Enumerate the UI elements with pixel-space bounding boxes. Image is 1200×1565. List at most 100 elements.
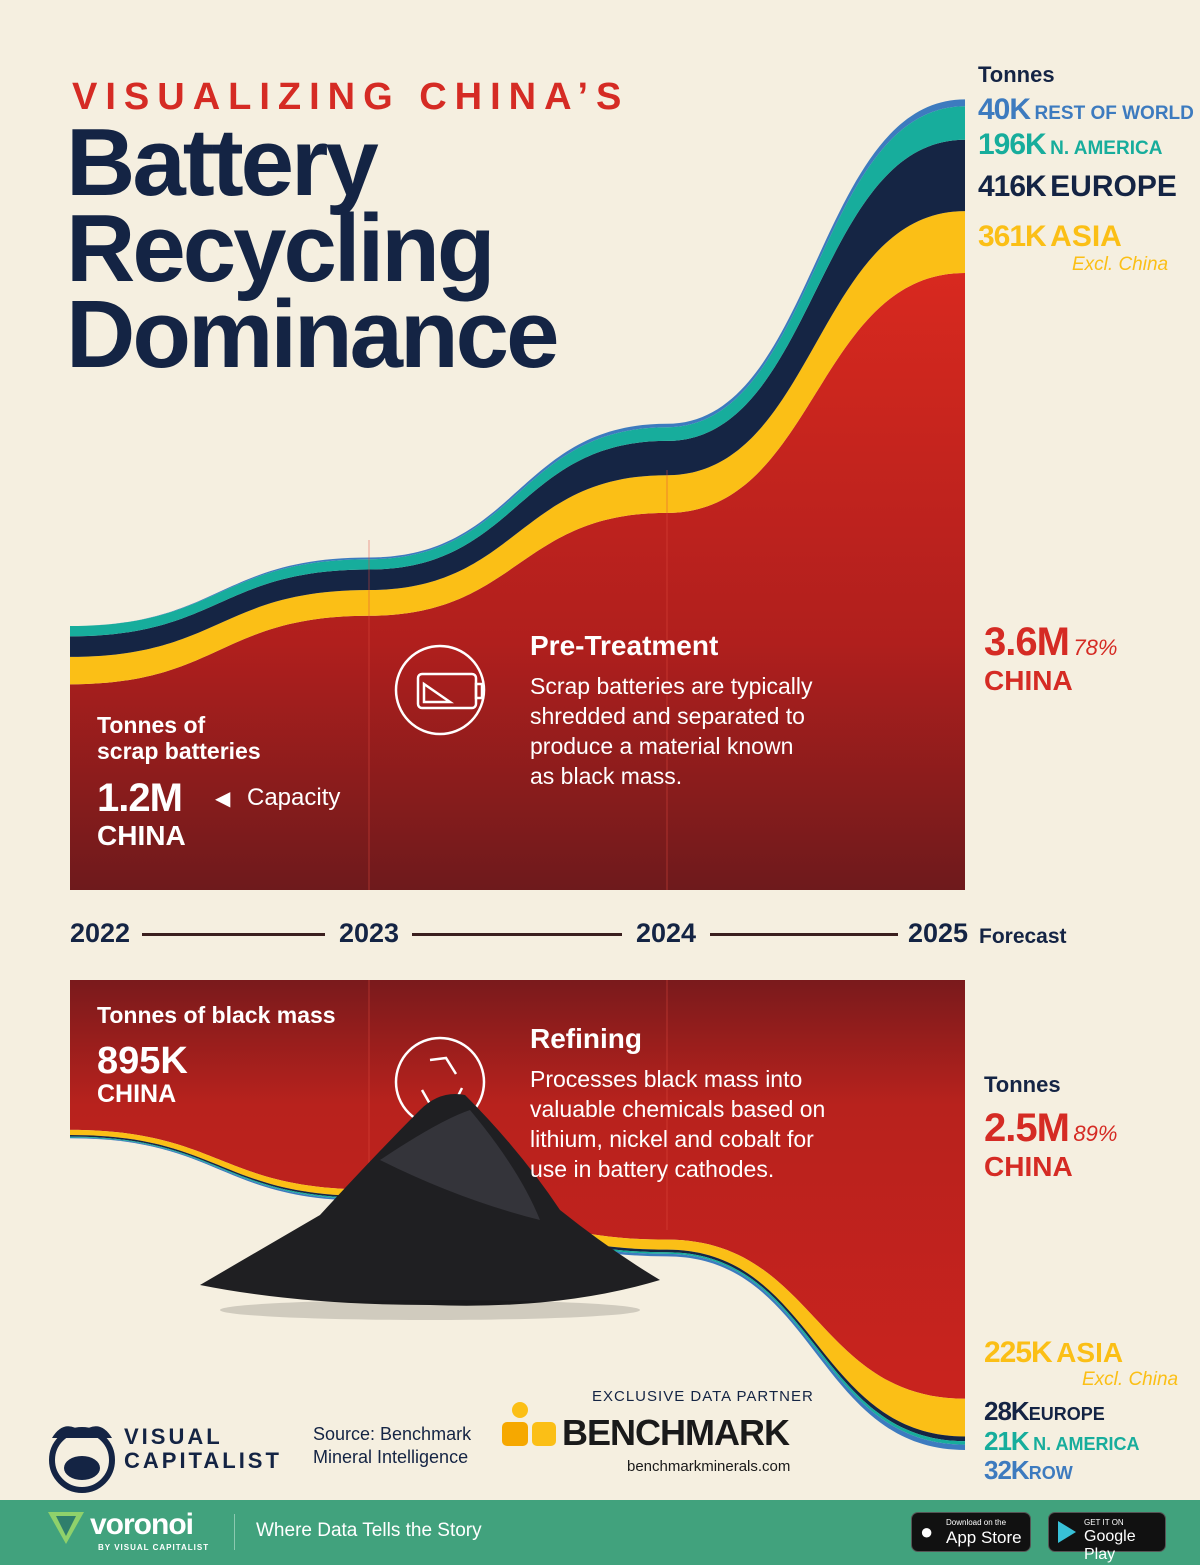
area-china (70, 272, 965, 890)
label: N. AMERICA (1033, 1434, 1140, 1454)
kicker: VISUALIZING CHINA’S (72, 76, 630, 118)
value: 361K (978, 220, 1047, 253)
year-label: 2022 (70, 918, 131, 948)
divider (234, 1514, 235, 1550)
title-line: Dominance (66, 281, 559, 388)
area-asia-excl-china (70, 211, 965, 685)
legend-asia: 361K ASIA (978, 220, 1122, 254)
line: lithium, nickel and cobalt for (530, 1126, 814, 1152)
line: shredded and separated to (530, 703, 805, 729)
area-rest-of-world (70, 99, 965, 627)
legend-asia-note: Excl. China (1072, 254, 1169, 275)
arrow-left-icon: ◀ (215, 788, 231, 810)
label: ASIA (1050, 220, 1122, 253)
line: as black mass. (530, 763, 683, 789)
stacked-area-charts (70, 99, 965, 1451)
line: VISUAL (124, 1424, 223, 1449)
refining-body: Processes black mass into valuable chemic… (530, 1064, 825, 1184)
legend-na: 196K N. AMERICA (978, 128, 1162, 162)
timeline-line (412, 933, 622, 936)
apple-icon: ● (920, 1519, 934, 1544)
voronoi-sub: BY VISUAL CAPITALIST (98, 1543, 210, 1552)
area-n-america (70, 1136, 965, 1445)
line: Download on the (946, 1518, 1007, 1527)
legend-china: 3.6M 78% CHINA (984, 620, 1117, 697)
app-store-button[interactable]: ● Download on the App Store (911, 1512, 1031, 1552)
value: 40K (978, 93, 1031, 126)
value: 32K (984, 1455, 1030, 1485)
blackmass-country: CHINA (97, 1080, 177, 1108)
line: use in battery cathodes. (530, 1156, 775, 1182)
black-mass-pile-image (200, 1094, 660, 1320)
value: 225K (984, 1336, 1053, 1369)
label: ASIA (1056, 1337, 1124, 1368)
benchmark-url[interactable]: benchmarkminerals.com (627, 1458, 791, 1475)
legend-row: 40K REST OF WORLD (978, 93, 1194, 127)
blackmass-value: 895K (97, 1040, 188, 1082)
area-asia-excl-china (70, 1129, 965, 1437)
scrap-heading: Tonnes of scrap batteries (97, 712, 261, 764)
share: 78% (1073, 635, 1118, 660)
line: scrap batteries (97, 738, 261, 764)
line: produce a material known (530, 733, 794, 759)
scrap-country: CHINA (97, 820, 186, 851)
voronoi-logo-icon (48, 1512, 84, 1544)
legend-europe: 28KEUROPE (984, 1396, 1105, 1427)
area-europe (70, 1134, 965, 1442)
label: ROW (1028, 1463, 1073, 1483)
line: Processes black mass into (530, 1066, 803, 1092)
scrap-battery-chart (70, 99, 965, 890)
title-line: Battery (66, 109, 379, 216)
line: App Store (946, 1528, 1022, 1547)
legend-row: 32KROW (984, 1455, 1073, 1486)
scrap-value: 1.2M (97, 776, 183, 820)
battery-icon (394, 644, 486, 736)
label: EUROPE (1028, 1404, 1105, 1424)
label: CHINA (984, 1151, 1073, 1182)
source-text: Source: Benchmark Mineral Intelligence (313, 1423, 471, 1469)
value: 416K (978, 170, 1047, 203)
share: 89% (1073, 1121, 1118, 1146)
line: Tonnes of (97, 712, 206, 738)
timeline-line (142, 933, 325, 936)
tagline: Where Data Tells the Story (256, 1520, 482, 1541)
area-europe (70, 139, 965, 657)
legend-asia: 225K ASIA (984, 1336, 1123, 1370)
page-title: Battery Recycling Dominance (66, 109, 559, 388)
voronoi-wordmark: voronoi (90, 1508, 194, 1541)
capacity-label: Capacity (247, 784, 341, 811)
pretreatment-body: Scrap batteries are typically shredded an… (530, 671, 813, 791)
line: Google Play (1084, 1528, 1136, 1563)
visual-capitalist-wordmark: VISUAL CAPITALIST (124, 1425, 282, 1473)
benchmark-logo-icon (502, 1402, 556, 1446)
visual-capitalist-logo (49, 1426, 115, 1493)
value: 196K (978, 128, 1047, 161)
legend-europe: 416K EUROPE (978, 170, 1177, 204)
value: 21K (984, 1426, 1030, 1456)
google-play-button[interactable]: GET IT ON Google Play (1048, 1512, 1166, 1563)
label: EUROPE (1050, 170, 1177, 203)
line: Mineral Intelligence (313, 1447, 469, 1467)
value: 2.5M (984, 1106, 1070, 1150)
partner-label: EXCLUSIVE DATA PARTNER (592, 1388, 814, 1405)
title-line: Recycling (66, 195, 496, 302)
legend-unit: Tonnes (978, 62, 1055, 87)
area-rest-of-world (70, 1137, 965, 1451)
timeline-line (710, 933, 898, 936)
line: GET IT ON (1084, 1518, 1124, 1527)
value: 3.6M (984, 620, 1070, 664)
play-icon (1058, 1521, 1076, 1543)
legend-asia-note: Excl. China (1082, 1369, 1179, 1390)
line: CAPITALIST (124, 1448, 282, 1473)
label: N. AMERICA (1050, 138, 1163, 159)
label: REST OF WORLD (1034, 103, 1194, 124)
legend-unit: Tonnes (984, 1072, 1061, 1097)
line: Scrap batteries are typically (530, 673, 813, 699)
line: Source: Benchmark (313, 1424, 472, 1444)
benchmark-wordmark: BENCHMARK (562, 1412, 790, 1453)
year-label: 2024 (636, 918, 697, 948)
area-n-america (70, 106, 965, 637)
year-label: 2023 (339, 918, 400, 948)
legend-na: 21K N. AMERICA (984, 1426, 1140, 1457)
value: 28K (984, 1396, 1030, 1426)
